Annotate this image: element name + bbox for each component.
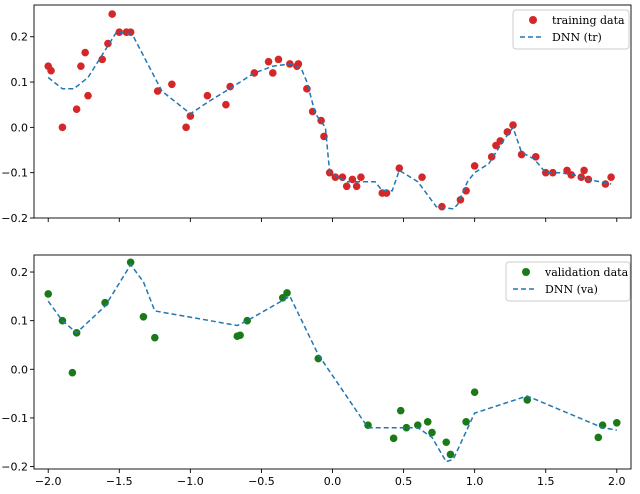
val-data-point xyxy=(283,289,291,297)
val-data-point xyxy=(101,298,109,307)
train-data-point xyxy=(395,164,404,172)
train-data-point xyxy=(264,57,273,66)
train-data-point xyxy=(352,182,361,191)
val-data-point xyxy=(470,388,479,396)
val-data-point xyxy=(428,428,436,437)
val-y-tick-label: 0.1 xyxy=(11,315,29,328)
train-data-point xyxy=(226,82,234,91)
train-data-point xyxy=(531,153,540,161)
val-data-point xyxy=(612,418,621,427)
val-data-point xyxy=(68,368,77,377)
train-data-point xyxy=(168,80,176,89)
val-y-tick-label: 0.2 xyxy=(11,266,29,279)
legend-label-training-data: training data xyxy=(552,14,625,27)
train-data-point xyxy=(456,196,465,204)
val-x-tick-label: 0.5 xyxy=(395,475,413,488)
legend-label-dnn-va: DNN (va) xyxy=(545,283,598,296)
val-y-tick-label: −0.1 xyxy=(1,412,28,425)
train-y-tick-label: 0.1 xyxy=(11,76,29,89)
val-data-point xyxy=(396,406,405,415)
train-dnn-line xyxy=(47,31,612,210)
train-data-point xyxy=(222,100,230,109)
training-chart: −0.2 −0.1 0.0 0.1 0.2 training data DNN (tr) xyxy=(1,4,632,225)
val-data-point xyxy=(44,290,53,298)
validation-legend: validation data DNN (va) xyxy=(505,261,631,302)
train-y-tick-label: 0.0 xyxy=(11,121,29,134)
val-data-point xyxy=(523,396,532,404)
val-data-point xyxy=(139,312,148,321)
val-data-point xyxy=(389,434,398,443)
train-data-point xyxy=(84,91,92,100)
train-data-point xyxy=(269,69,277,77)
val-data-point xyxy=(442,438,451,447)
train-data-point xyxy=(607,173,615,182)
val-data-point xyxy=(446,450,455,459)
val-x-tick-label: −1.5 xyxy=(106,475,133,488)
train-data-point xyxy=(357,173,365,182)
train-data-point xyxy=(98,55,107,64)
train-data-point xyxy=(418,173,426,182)
val-x-tick-label: 1.0 xyxy=(466,475,484,488)
train-data-point xyxy=(203,91,212,100)
train-data-point xyxy=(153,87,162,95)
validation-chart: −0.2 −0.1 0.0 0.1 0.2 −2.0 −1.5 −1.0 −0.5 0.0 0.5 1… xyxy=(1,254,632,488)
val-x-tick-label: 0.0 xyxy=(324,475,342,488)
train-data-point xyxy=(186,112,195,120)
legend-label-validation-data: validation data xyxy=(544,266,629,279)
val-y-tick-label: 0.0 xyxy=(11,363,29,376)
train-y-tick-label: −0.2 xyxy=(1,212,28,225)
train-data-point xyxy=(47,66,55,75)
train-data-point xyxy=(108,10,116,18)
train-data-point xyxy=(470,162,479,170)
val-dnn-line xyxy=(47,263,617,463)
val-data-point xyxy=(402,423,411,432)
train-y-tick-label: 0.2 xyxy=(11,31,29,44)
train-data-point xyxy=(182,123,190,132)
val-data-point xyxy=(423,418,432,426)
train-data-point xyxy=(549,168,557,177)
train-data-point xyxy=(250,69,259,77)
val-data-point xyxy=(126,258,135,267)
validation-marks xyxy=(44,258,621,463)
train-data-point xyxy=(342,182,351,191)
legend-label-dnn-tr: DNN (tr) xyxy=(552,31,602,44)
training-legend-box xyxy=(512,9,630,50)
val-x-tick-label: 2.0 xyxy=(608,475,626,488)
training-marks xyxy=(44,10,615,211)
val-data-point xyxy=(151,333,159,342)
val-y-tick-label: −0.2 xyxy=(1,461,28,474)
val-data-point xyxy=(594,433,603,442)
val-data-point xyxy=(236,331,244,340)
training-legend: training data DNN (tr) xyxy=(512,9,630,50)
train-data-point xyxy=(303,85,311,93)
train-data-point xyxy=(77,62,85,70)
val-data-point xyxy=(462,418,470,426)
validation-legend-box xyxy=(505,261,631,302)
train-data-point xyxy=(72,105,81,114)
val-x-tick-label: 1.5 xyxy=(537,475,555,488)
val-x-tick-label: −1.0 xyxy=(177,475,204,488)
legend-marker-training-data xyxy=(529,16,537,24)
train-data-point xyxy=(509,121,517,129)
train-data-point xyxy=(580,166,588,175)
legend-marker-validation-data xyxy=(522,268,530,276)
train-y-tick-label: −0.1 xyxy=(1,167,28,180)
val-x-tick-label: −0.5 xyxy=(248,475,275,488)
train-data-point xyxy=(438,202,446,211)
train-data-point xyxy=(58,123,67,132)
train-data-point xyxy=(274,55,283,64)
val-x-tick-label: −2.0 xyxy=(35,475,62,488)
train-data-point xyxy=(81,48,89,57)
training-ticks: −0.2 −0.1 0.0 0.1 0.2 xyxy=(1,31,618,225)
train-data-point xyxy=(331,173,340,182)
validation-ticks: −0.2 −0.1 0.0 0.1 0.2 −2.0 −1.5 −1.0 −0.5 0.0 0.5 1… xyxy=(1,266,625,488)
val-data-point xyxy=(243,316,252,325)
train-data-point xyxy=(601,180,610,188)
